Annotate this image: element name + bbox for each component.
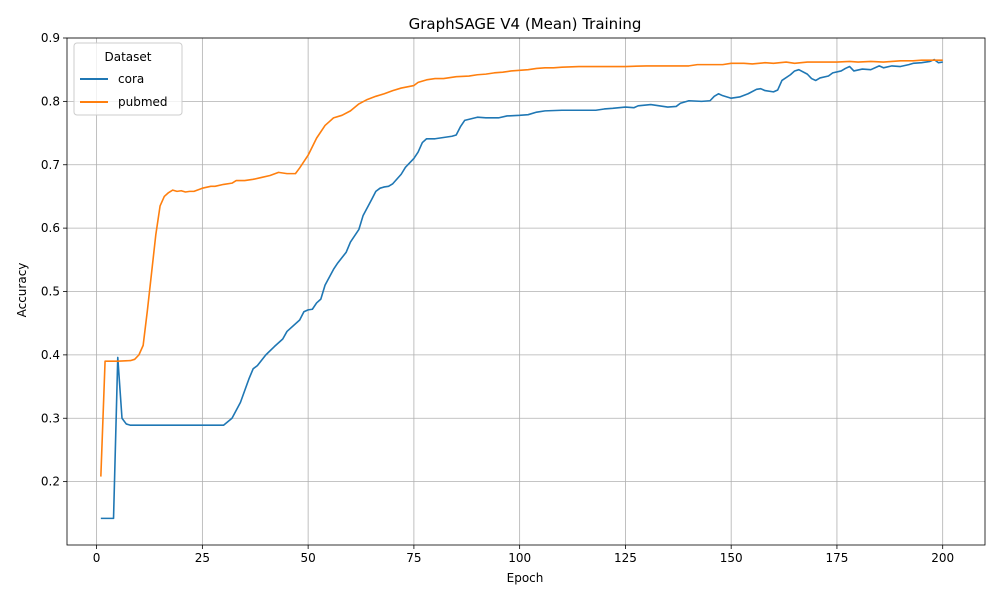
x-tick-label: 75 — [406, 551, 421, 565]
y-tick-label: 0.3 — [41, 411, 60, 425]
y-tick-label: 0.7 — [41, 158, 60, 172]
x-tick-label: 0 — [93, 551, 101, 565]
legend-box — [73, 42, 183, 116]
y-tick-label: 0.8 — [41, 94, 60, 108]
legend-label-cora: cora — [118, 72, 144, 86]
legend-title: Dataset — [105, 50, 152, 64]
grid-lines — [67, 37, 985, 545]
series-line-pubmed — [100, 59, 943, 477]
x-axis-title: Epoch — [507, 571, 544, 585]
series-lines — [100, 58, 943, 520]
x-tick-label: 200 — [931, 551, 954, 565]
x-tick-label: 125 — [614, 551, 637, 565]
x-tick-label: 100 — [508, 551, 531, 565]
y-tick-label: 0.6 — [41, 221, 60, 235]
x-tick-label: 175 — [825, 551, 848, 565]
x-tick-label: 25 — [195, 551, 210, 565]
y-axis-title: Accuracy — [15, 263, 29, 318]
x-tick-label: 50 — [300, 551, 315, 565]
y-tick-label: 0.5 — [41, 285, 60, 299]
legend: Dataset cora pubmed — [73, 42, 183, 116]
series-line-cora — [100, 58, 943, 520]
y-tick-label: 0.4 — [41, 348, 60, 362]
x-tick-label: 150 — [720, 551, 743, 565]
legend-label-pubmed: pubmed — [118, 95, 168, 109]
axis-ticks: 0 25 50 75 100 125 150 175 200 0.2 0.3 0.4 0.5 0.6 0.7… — [41, 31, 954, 565]
y-tick-label: 0.2 — [41, 475, 60, 489]
chart-title: GraphSAGE V4 (Mean) Training — [409, 15, 642, 33]
y-tick-label: 0.9 — [41, 31, 60, 45]
